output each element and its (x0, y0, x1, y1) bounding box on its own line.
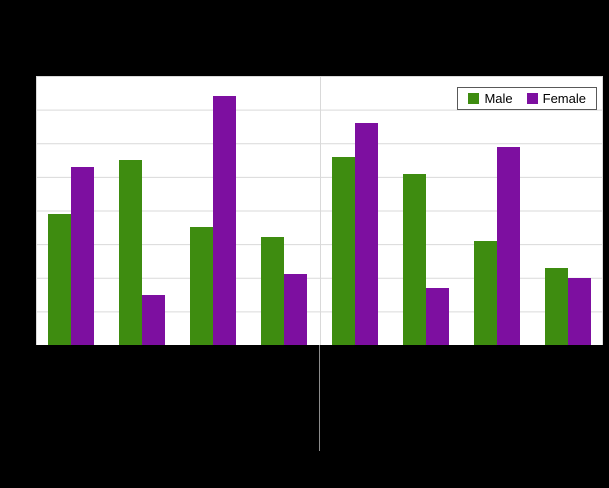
bar-female (567, 277, 591, 345)
bar-group (107, 76, 178, 345)
bar-group (461, 76, 532, 345)
bar-male (190, 227, 214, 345)
legend: Male Female (457, 87, 597, 110)
plot-area: Male Female (36, 76, 603, 346)
bar-male (331, 156, 355, 345)
bar-female (425, 287, 449, 345)
male-color-swatch (468, 93, 480, 104)
bar-groups (36, 76, 603, 345)
bar-female (354, 123, 378, 345)
category-group-divider (319, 76, 321, 345)
legend-label-female: Female (542, 91, 586, 106)
legend-item-female: Female (526, 91, 586, 106)
bar-group (36, 76, 107, 345)
bar-female (284, 274, 308, 345)
bar-female (71, 166, 95, 345)
legend-item-male: Male (468, 91, 513, 106)
bar-male (473, 240, 497, 345)
bar-group (320, 76, 391, 345)
bar-group (390, 76, 461, 345)
bar-female (213, 96, 237, 345)
legend-label-male: Male (484, 91, 513, 106)
bar-male (48, 213, 72, 345)
bar-group (178, 76, 249, 345)
bar-male (402, 173, 426, 345)
female-color-swatch (526, 93, 538, 104)
bar-group (532, 76, 603, 345)
bar-female (142, 294, 166, 345)
bar-group (249, 76, 320, 345)
category-axis-divider (319, 345, 320, 451)
bar-male (544, 267, 568, 345)
bar-female (496, 146, 520, 345)
bar-male (119, 160, 143, 345)
bar-male (261, 237, 285, 345)
